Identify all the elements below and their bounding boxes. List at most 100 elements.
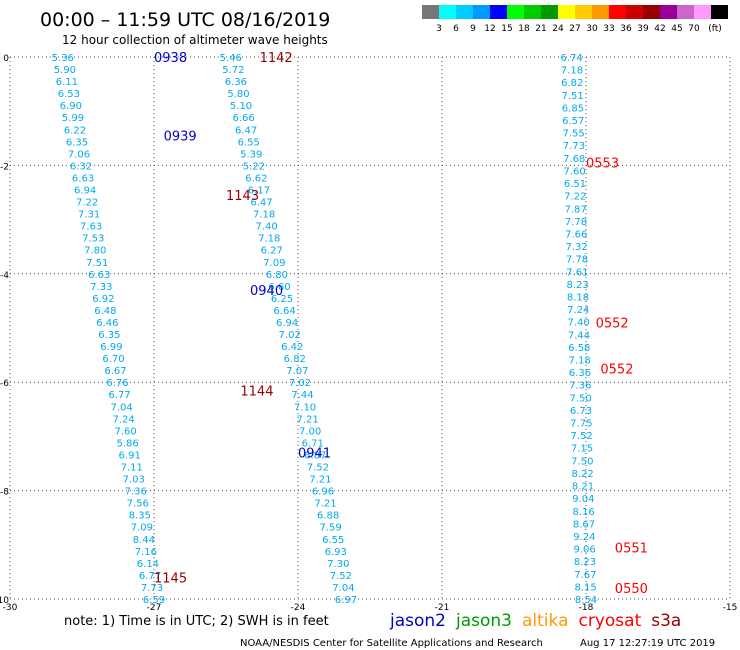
chart-title: 00:00 – 11:59 UTC 08/16/2019 bbox=[40, 9, 330, 31]
scale-swatch bbox=[422, 5, 439, 19]
wave-height-value: 6.96 bbox=[312, 487, 334, 498]
wave-height-value: 7.50 bbox=[570, 393, 592, 404]
wave-height-value: 5.10 bbox=[230, 101, 252, 112]
scale-swatch bbox=[677, 5, 694, 19]
wave-height-value: 6.22 bbox=[64, 125, 86, 136]
scale-label: 27 bbox=[569, 24, 580, 34]
wave-height-value: 5.90 bbox=[54, 65, 76, 76]
wave-height-value: 9.04 bbox=[572, 494, 594, 505]
wave-height-value: 8.18 bbox=[567, 292, 589, 303]
wave-height-value: 7.33 bbox=[90, 282, 112, 293]
wave-height-value: 7.52 bbox=[307, 463, 329, 474]
wave-height-value: 6.32 bbox=[70, 161, 92, 172]
wave-height-value: 7.63 bbox=[80, 222, 102, 233]
wave-height-value: 7.15 bbox=[571, 444, 593, 455]
wave-height-value: 7.09 bbox=[263, 258, 285, 269]
wave-height-value: 6.99 bbox=[100, 342, 122, 353]
scale-label: 6 bbox=[453, 24, 459, 34]
wave-height-value: 6.57 bbox=[562, 116, 584, 127]
wave-height-value: 7.73 bbox=[141, 583, 163, 594]
pass-time-label: 0941 bbox=[298, 447, 331, 462]
wave-height-value: 6.88 bbox=[317, 511, 339, 522]
wave-height-value: 7.60 bbox=[114, 426, 136, 437]
wave-height-value: 6.74 bbox=[560, 53, 582, 64]
wave-height-value: 7.06 bbox=[68, 149, 90, 160]
scale-label: 15 bbox=[501, 24, 512, 34]
wave-height-value: 7.07 bbox=[286, 366, 308, 377]
wave-height-value: 7.78 bbox=[566, 255, 588, 266]
wave-height-value: 6.25 bbox=[271, 294, 293, 305]
wave-height-value: 5.39 bbox=[240, 149, 262, 160]
wave-height-value: 7.40 bbox=[256, 222, 278, 233]
x-tick-label: -30 bbox=[3, 603, 18, 613]
wave-height-value: 6.55 bbox=[238, 137, 260, 148]
wave-height-value: 6.85 bbox=[562, 103, 584, 114]
scale-label: 9 bbox=[470, 24, 476, 34]
wave-height-value: 7.04 bbox=[110, 402, 132, 413]
scale-label: 18 bbox=[518, 24, 530, 34]
wave-height-value: 5.22 bbox=[243, 161, 265, 172]
y-tick-label: -4 bbox=[0, 271, 9, 281]
x-tick-label: -21 bbox=[435, 603, 450, 613]
wave-height-value: 7.32 bbox=[565, 242, 587, 253]
wave-height-value: 7.09 bbox=[131, 523, 153, 534]
x-tick-label: -18 bbox=[579, 603, 594, 613]
scale-swatch bbox=[439, 5, 456, 19]
wave-height-value: 8.44 bbox=[133, 535, 155, 546]
wave-height-value: 6.82 bbox=[284, 354, 306, 365]
wave-height-value: 7.02 bbox=[289, 378, 311, 389]
scale-swatch bbox=[711, 5, 728, 19]
wave-height-value: 7.55 bbox=[562, 129, 584, 140]
wave-height-value: 7.80 bbox=[84, 246, 106, 257]
wave-height-value: 7.60 bbox=[563, 166, 585, 177]
wave-height-value: 6.73 bbox=[570, 406, 592, 417]
wave-height-value: 6.93 bbox=[325, 547, 347, 558]
wave-height-value: 7.67 bbox=[574, 570, 596, 581]
scale-label: 42 bbox=[654, 24, 665, 34]
wave-height-value: 7.24 bbox=[567, 305, 589, 316]
wave-height-value: 6.47 bbox=[250, 198, 272, 209]
x-tick-label: -15 bbox=[723, 603, 738, 613]
wave-height-value: 6.92 bbox=[92, 294, 114, 305]
wave-height-value: 8.67 bbox=[573, 519, 595, 530]
wave-height-color-scale: 3 6 9 12 15 18 21 24 27 30 33 36 39 42 45 70 (ft) bbox=[422, 5, 728, 34]
wave-height-value: 7.18 bbox=[258, 234, 280, 245]
scale-label: 70 bbox=[688, 24, 700, 34]
wave-height-value: 7.04 bbox=[332, 583, 354, 594]
wave-height-value: 6.77 bbox=[108, 390, 130, 401]
wave-height-value: 6.67 bbox=[104, 366, 126, 377]
wave-height-value: 6.53 bbox=[58, 89, 80, 100]
pass-time-label: 0552 bbox=[600, 363, 633, 378]
wave-height-value: 6.70 bbox=[102, 354, 124, 365]
pass-time-labels: 0938 1142 0939 0553 1143 0940 0552 0552 1144 0941… bbox=[154, 51, 648, 597]
wave-height-value: 6.76 bbox=[106, 378, 128, 389]
plot-axes: -30 -27 -24 -21 -18 -15 0 -2 -4 -6 -8 -10 bbox=[0, 54, 737, 613]
wave-height-value: 5.99 bbox=[62, 113, 84, 124]
x-tick-label: -27 bbox=[147, 603, 162, 613]
scale-unit: (ft) bbox=[708, 24, 722, 34]
wave-height-value: 8.16 bbox=[573, 507, 595, 518]
wave-height-value: 6.42 bbox=[281, 342, 303, 353]
wave-height-value: 7.21 bbox=[314, 499, 336, 510]
wave-height-value: 6.58 bbox=[568, 343, 590, 354]
scale-swatch bbox=[592, 5, 609, 19]
wave-height-value: 7.11 bbox=[121, 463, 143, 474]
wave-height-value: 6.46 bbox=[96, 318, 118, 329]
y-tick-label: 0 bbox=[3, 54, 9, 64]
wave-height-value: 6.35 bbox=[98, 330, 120, 341]
pass-time-label: 1142 bbox=[260, 51, 293, 66]
footer-timestamp: Aug 17 12:27:19 UTC 2019 bbox=[580, 638, 715, 649]
wave-height-tracks: 5.365.906.116.536.905.996.226.357.066.32… bbox=[52, 53, 597, 606]
wave-height-value: 7.30 bbox=[327, 559, 349, 570]
wave-height-value: 6.47 bbox=[235, 125, 257, 136]
y-tick-label: -6 bbox=[0, 379, 9, 389]
scale-swatch bbox=[473, 5, 490, 19]
wave-height-value: 6.71 bbox=[302, 438, 324, 449]
wave-height-value: 6.48 bbox=[94, 306, 116, 317]
scale-label: 30 bbox=[586, 24, 598, 34]
wave-height-value: 8.54 bbox=[575, 595, 597, 606]
x-tick-label: -24 bbox=[291, 603, 306, 613]
wave-height-value: 6.90 bbox=[60, 101, 82, 112]
scale-swatch bbox=[626, 5, 643, 19]
